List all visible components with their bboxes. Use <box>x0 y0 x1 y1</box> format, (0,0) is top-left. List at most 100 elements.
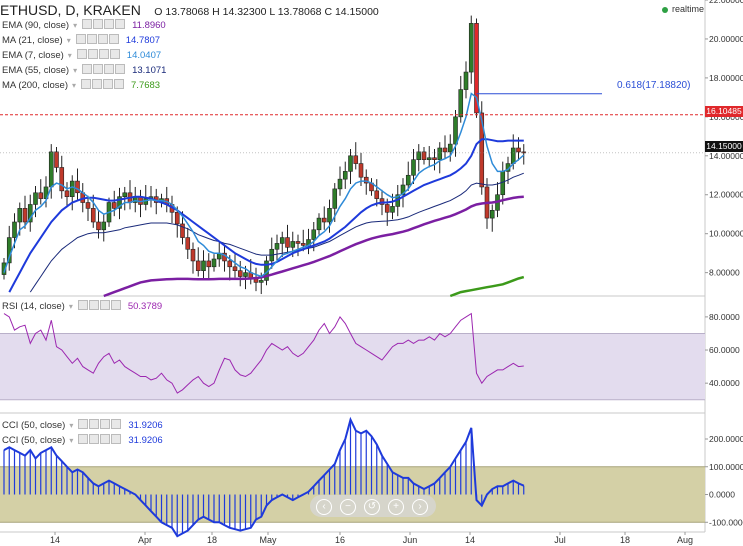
close-icon[interactable] <box>115 64 126 75</box>
close-icon[interactable] <box>110 300 121 311</box>
legend-value: 14.7807 <box>125 34 161 46</box>
reset-view-button[interactable]: ↺ <box>364 499 380 515</box>
time-tick-label: 16 <box>335 535 345 545</box>
candle-body <box>279 237 285 244</box>
candle-body <box>90 208 96 223</box>
candle-body <box>117 196 122 209</box>
close-icon[interactable] <box>109 49 120 60</box>
close-icon[interactable] <box>115 19 126 30</box>
settings-icon[interactable] <box>82 19 93 30</box>
indicator-bands <box>0 332 705 523</box>
candle-body <box>96 221 101 231</box>
visibility-icon[interactable] <box>93 64 104 75</box>
close-icon[interactable] <box>108 34 119 45</box>
settings-icon[interactable] <box>77 300 88 311</box>
realtime-indicator: realtime <box>662 4 704 14</box>
legend-row-cci1[interactable]: CCI (50, close) ▾ 31.9206 <box>2 434 163 446</box>
legend-buttons <box>75 34 120 46</box>
add-icon[interactable] <box>100 434 111 445</box>
chevron-down-icon[interactable]: ▾ <box>69 435 74 445</box>
visibility-icon[interactable] <box>93 19 104 30</box>
scroll-right-button[interactable]: › <box>412 499 428 515</box>
chevron-down-icon[interactable]: ▾ <box>73 20 78 30</box>
add-icon[interactable] <box>98 49 109 60</box>
cci-pane <box>3 416 525 538</box>
visibility-icon[interactable] <box>86 34 97 45</box>
chevron-down-icon[interactable]: ▾ <box>73 65 78 75</box>
add-icon[interactable] <box>104 19 115 30</box>
chevron-down-icon[interactable]: ▾ <box>69 420 74 430</box>
candle-body <box>426 157 432 160</box>
candle-body <box>64 190 70 197</box>
visibility-icon[interactable] <box>92 79 103 90</box>
settings-icon[interactable] <box>82 64 93 75</box>
candle-body <box>474 23 479 114</box>
legend-value: 31.9206 <box>128 419 163 431</box>
legend-label: RSI (14, close) <box>2 300 65 312</box>
legend-row-ind2[interactable]: EMA (7, close) ▾ 14.0407 <box>2 49 161 61</box>
time-tick-label: Apr <box>138 535 152 545</box>
cci-tick-label: 0.0000 <box>709 490 735 500</box>
legend-row-cci0[interactable]: CCI (50, close) ▾ 31.9206 <box>2 419 163 431</box>
legend-row-ind0[interactable]: EMA (90, close) ▾ 11.8960 <box>2 19 166 31</box>
moving-average-lines <box>3 92 525 298</box>
legend-buttons <box>76 49 121 61</box>
price-tick-label: 22.00000 <box>709 0 743 5</box>
settings-icon[interactable] <box>81 79 92 90</box>
close-icon[interactable] <box>111 434 122 445</box>
visibility-icon[interactable] <box>88 300 99 311</box>
zoom-out-button[interactable]: − <box>340 499 356 515</box>
candle-body <box>421 151 427 160</box>
legend-row-ind1[interactable]: MA (21, close) ▾ 14.7807 <box>2 34 160 46</box>
scroll-left-button[interactable]: ‹ <box>316 499 332 515</box>
visibility-icon[interactable] <box>89 434 100 445</box>
low-label: L <box>269 6 275 18</box>
legend-row-ind3[interactable]: EMA (55, close) ▾ 13.1071 <box>2 64 166 76</box>
candle-body <box>237 270 243 277</box>
add-icon[interactable] <box>103 79 114 90</box>
close-value: 14.15000 <box>334 6 379 18</box>
settings-icon[interactable] <box>78 434 89 445</box>
close-icon[interactable] <box>114 79 125 90</box>
chevron-down-icon[interactable]: ▾ <box>68 301 73 311</box>
time-tick-label: 18 <box>207 535 217 545</box>
settings-icon[interactable] <box>75 34 86 45</box>
candle-body <box>227 260 233 268</box>
add-icon[interactable] <box>104 64 115 75</box>
legend-label: EMA (7, close) <box>2 49 64 61</box>
add-icon[interactable] <box>99 300 110 311</box>
settings-icon[interactable] <box>78 419 89 430</box>
cci-line <box>3 416 525 538</box>
candle-body <box>206 260 212 268</box>
visibility-icon[interactable] <box>89 419 100 430</box>
legend-row-rsi[interactable]: RSI (14, close) ▾ 50.3789 <box>2 300 162 312</box>
legend-buttons <box>77 300 122 312</box>
candle-body <box>274 243 280 250</box>
zoom-in-button[interactable]: + <box>388 499 404 515</box>
chevron-down-icon[interactable]: ▾ <box>67 50 72 60</box>
candle-body <box>195 260 201 271</box>
legend-row-ind4[interactable]: MA (200, close) ▾ 7.7683 <box>2 79 160 91</box>
chevron-down-icon[interactable]: ▾ <box>72 80 77 90</box>
legend-buttons <box>82 64 126 76</box>
close-icon[interactable] <box>111 419 122 430</box>
cci-tick-label: 200.0000 <box>709 434 743 444</box>
ema-55-line <box>29 172 524 293</box>
time-tick-label: 14 <box>465 535 475 545</box>
settings-icon[interactable] <box>76 49 87 60</box>
time-tick-label: Jul <box>554 535 566 545</box>
add-icon[interactable] <box>97 34 108 45</box>
candle-body <box>201 260 206 271</box>
candle-body <box>59 167 65 192</box>
time-tick-label: 14 <box>50 535 60 545</box>
candle-body <box>479 112 485 188</box>
chart-header: ETHUSD, D, KRAKEN O 13.78068 H 14.32300 … <box>0 2 379 18</box>
candle-body <box>384 204 390 213</box>
visibility-icon[interactable] <box>87 49 98 60</box>
symbol-title[interactable]: ETHUSD, D, KRAKEN <box>0 2 141 18</box>
candle-body <box>332 188 338 209</box>
add-icon[interactable] <box>100 419 111 430</box>
chevron-down-icon[interactable]: ▾ <box>66 35 71 45</box>
ema-90-line <box>103 195 524 298</box>
